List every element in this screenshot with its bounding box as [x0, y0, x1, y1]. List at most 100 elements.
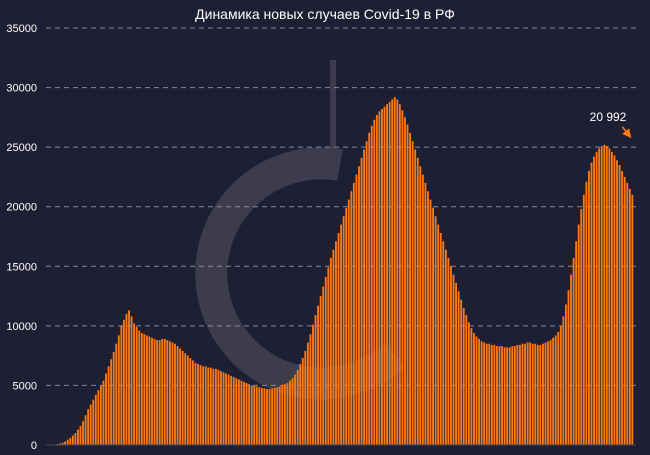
bar — [347, 199, 350, 445]
bar — [140, 333, 143, 445]
bar — [370, 125, 373, 445]
bar — [434, 216, 437, 445]
bar — [268, 389, 271, 445]
bar — [77, 429, 79, 445]
bar — [503, 347, 506, 445]
bar — [521, 343, 524, 445]
bar — [358, 166, 360, 445]
bar — [276, 387, 279, 445]
bar — [437, 224, 440, 445]
bar — [621, 170, 624, 445]
bar — [470, 328, 473, 445]
annotation-arrow — [621, 126, 632, 139]
bar — [125, 313, 128, 445]
bar — [406, 124, 409, 445]
bar — [240, 380, 243, 445]
bar — [87, 409, 90, 445]
bar — [442, 241, 445, 445]
bar — [294, 374, 297, 445]
bar — [593, 156, 595, 446]
bar — [386, 104, 388, 445]
bar — [283, 384, 286, 445]
bar — [250, 385, 253, 445]
bar — [465, 315, 468, 445]
bar — [616, 160, 618, 445]
bar — [350, 191, 353, 445]
bar — [570, 274, 572, 445]
bar — [189, 358, 192, 445]
bar — [94, 394, 97, 445]
bar — [110, 359, 113, 445]
bar — [577, 224, 580, 445]
bar — [582, 194, 585, 445]
bar — [544, 342, 547, 445]
bar — [529, 342, 532, 445]
bar — [232, 377, 235, 445]
bar — [161, 338, 164, 445]
bar — [135, 327, 138, 445]
bar — [567, 290, 570, 445]
bar — [421, 174, 424, 446]
bar — [613, 155, 616, 446]
bar — [508, 347, 511, 445]
bar — [490, 344, 493, 445]
bar — [148, 336, 151, 445]
bar — [296, 369, 299, 445]
bar — [493, 344, 496, 445]
bar — [120, 325, 123, 445]
bar — [243, 381, 245, 445]
bar — [460, 299, 463, 445]
bar — [107, 366, 110, 445]
annotation-label: 20 992 — [590, 110, 627, 124]
bar — [526, 342, 529, 445]
bar — [186, 355, 189, 445]
bar — [209, 367, 212, 445]
bar — [115, 343, 118, 445]
bar — [455, 282, 457, 445]
bar — [618, 165, 621, 445]
bar — [608, 148, 611, 445]
bar — [204, 366, 207, 445]
bar — [299, 363, 302, 445]
bar — [552, 337, 555, 445]
bar — [309, 334, 312, 445]
y-tick-label: 20000 — [6, 202, 37, 214]
bar — [381, 109, 383, 446]
bar — [306, 342, 309, 445]
bar — [626, 182, 629, 445]
bar — [314, 315, 317, 445]
bar — [138, 330, 141, 445]
bar — [496, 346, 498, 445]
bar — [133, 323, 136, 445]
bar — [153, 338, 156, 445]
bar — [225, 373, 228, 445]
bar — [281, 385, 284, 445]
bar — [66, 439, 69, 445]
bar — [595, 151, 598, 445]
bar — [457, 291, 460, 445]
bar — [64, 441, 67, 445]
bar — [258, 387, 261, 445]
bar — [312, 324, 314, 445]
bar — [524, 343, 526, 445]
bar — [611, 151, 613, 445]
bar — [248, 384, 251, 445]
bar — [235, 378, 238, 445]
bar — [202, 366, 205, 445]
bar — [565, 304, 567, 445]
bar — [588, 170, 590, 445]
bar — [342, 216, 345, 445]
bar — [322, 286, 325, 445]
bar — [145, 335, 148, 445]
bar — [332, 249, 335, 445]
bar — [393, 97, 396, 445]
bar — [197, 363, 199, 445]
bar — [585, 181, 588, 445]
bar — [194, 362, 197, 445]
bar — [432, 207, 434, 445]
bar — [214, 368, 217, 445]
y-axis: 0 5000 10000 15000 20000 25000 30000 35000 — [6, 23, 636, 452]
bar — [266, 389, 268, 445]
bar — [69, 437, 72, 445]
bar — [628, 188, 631, 445]
